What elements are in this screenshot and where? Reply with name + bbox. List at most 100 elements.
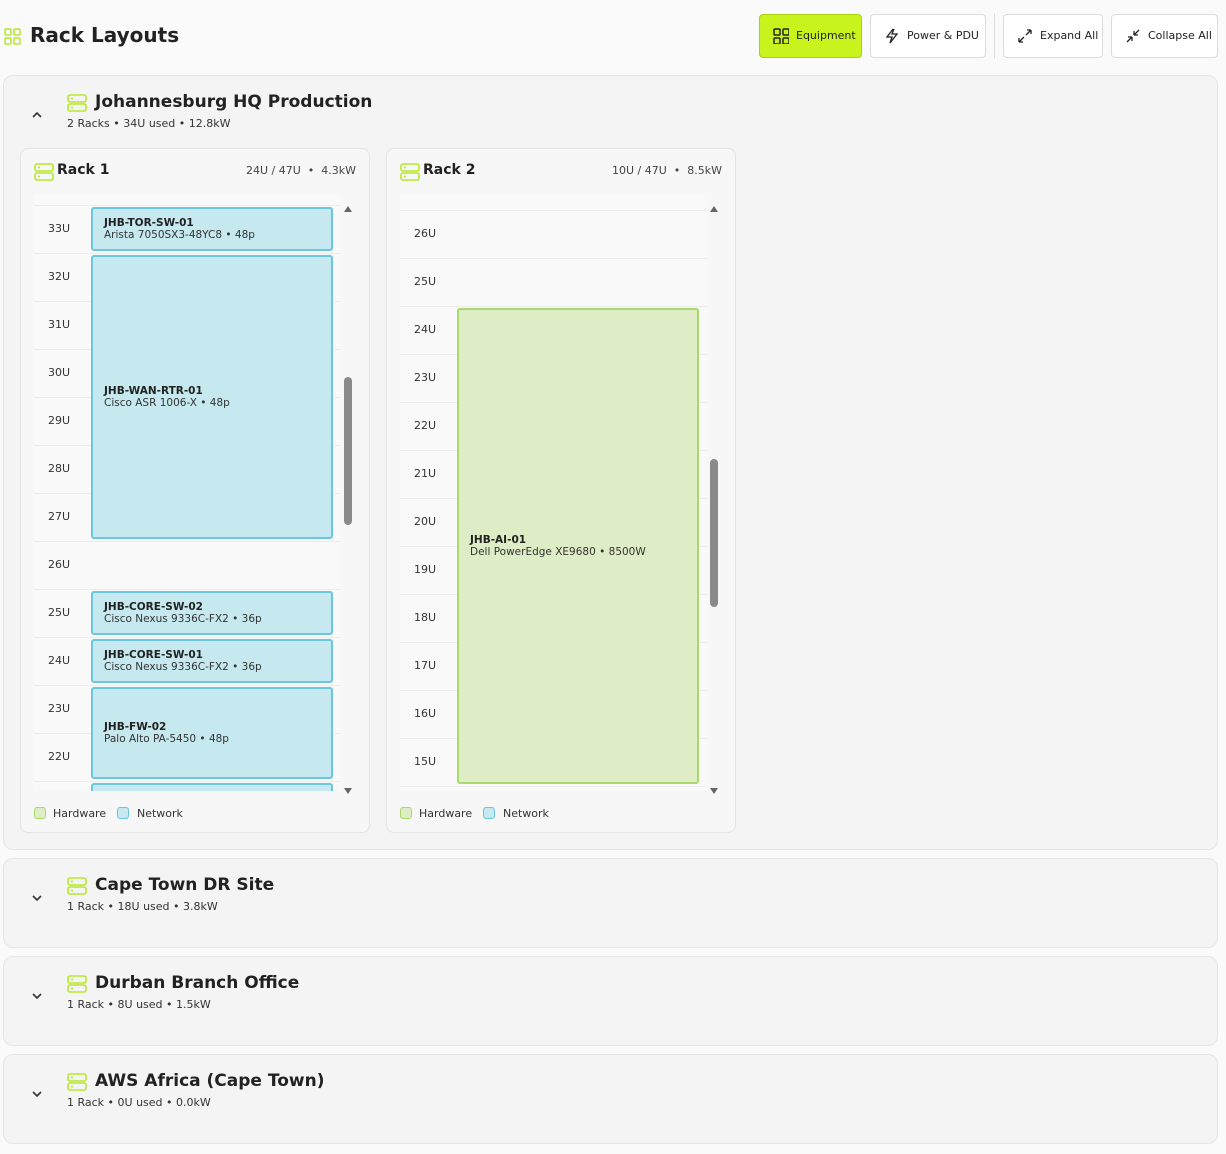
- device[interactable]: JHB-CORE-SW-01 Cisco Nexus 9336C-FX2 • 36…: [91, 639, 333, 683]
- button-icon: [773, 28, 790, 48]
- unit-label: 28U: [48, 462, 71, 475]
- unit-label: 20U: [414, 515, 437, 528]
- unit-label: 25U: [48, 606, 71, 619]
- unit-label: 21U: [414, 467, 437, 480]
- button-icon: [1017, 28, 1033, 48]
- button-label: Power & PDU: [907, 29, 979, 42]
- unit-label: 33U: [48, 222, 71, 235]
- unit-label: 23U: [48, 702, 71, 715]
- site-icon-svg: [67, 1073, 87, 1091]
- collapse-toggle-svg: [32, 111, 42, 118]
- site-icon: [67, 94, 87, 116]
- legend-label: Network: [503, 807, 549, 820]
- site-name: Johannesburg HQ Production: [95, 92, 373, 112]
- site-card: AWS Africa (Cape Town) 1 Rack • 0U used •…: [3, 1054, 1218, 1144]
- rack-stats: 10U / 47U • 8.5kW: [611, 164, 722, 177]
- rack-viewport: 33U 32U 31U 30U 29U 28U 27U 26U 25U 24U 23U 22U JHB-…: [34, 194, 341, 791]
- row-line: [34, 637, 341, 638]
- row-line: [34, 685, 341, 686]
- site-name: Durban Branch Office: [95, 973, 300, 993]
- device[interactable]: JHB-AI-01 Dell PowerEdge XE9680 • 8500W: [457, 308, 699, 784]
- unit-label: 24U: [48, 654, 71, 667]
- device-name: JHB-CORE-SW-02: [104, 601, 203, 613]
- scroll-down-svg: [344, 788, 352, 794]
- device-name: JHB-FW-02: [104, 721, 167, 733]
- site-summary: 1 Rack • 0U used • 0.0kW: [67, 1096, 211, 1109]
- collapse-toggle-svg: [32, 895, 42, 902]
- scroll-up: [710, 198, 718, 217]
- device-name: JHB-CORE-SW-01: [104, 649, 203, 661]
- unit-label: 15U: [414, 755, 437, 768]
- device[interactable]: [91, 783, 333, 791]
- legend-label: Hardware: [53, 807, 107, 820]
- button-icon-svg: [1018, 29, 1032, 43]
- site-icon-svg: [67, 975, 87, 993]
- button-icon: [1125, 28, 1141, 48]
- site-card: Durban Branch Office 1 Rack • 8U used • 1…: [3, 956, 1218, 1046]
- site-icon-svg: [67, 94, 87, 112]
- unit-label: 30U: [48, 366, 71, 379]
- device[interactable]: JHB-CORE-SW-02 Cisco Nexus 9336C-FX2 • 36…: [91, 591, 333, 635]
- button-icon-svg: [1126, 29, 1140, 43]
- collapse-toggle[interactable]: [31, 987, 43, 1006]
- unit-label: 27U: [48, 510, 71, 523]
- site-icon-svg: [67, 877, 87, 895]
- collapse-toggle[interactable]: [31, 1085, 43, 1104]
- rack-stats: 24U / 47U • 4.3kW: [245, 164, 356, 177]
- unit-label: 25U: [414, 275, 437, 288]
- row-line: [400, 786, 707, 787]
- collapse-toggle[interactable]: [31, 889, 43, 908]
- device[interactable]: JHB-FW-02 Palo Alto PA-5450 • 48p: [91, 687, 333, 779]
- unit-label: 24U: [414, 323, 437, 336]
- collapse-toggle[interactable]: [31, 106, 43, 125]
- unit-label: 23U: [414, 371, 437, 384]
- unit-label: 19U: [414, 563, 437, 576]
- device-detail: Palo Alto PA-5450 • 48p: [104, 733, 229, 745]
- row-line: [34, 541, 341, 542]
- page-title: Rack Layouts: [30, 23, 180, 47]
- row-line: [400, 258, 707, 259]
- unit-label: 29U: [48, 414, 71, 427]
- collapse-toggle-svg: [32, 1091, 42, 1098]
- unit-label: 16U: [414, 707, 437, 720]
- unit-label: 32U: [48, 270, 71, 283]
- scroll-down: [710, 780, 718, 799]
- toolbar-button[interactable]: Equipment: [759, 14, 862, 58]
- toolbar-button[interactable]: Expand All: [1003, 14, 1103, 58]
- rack-card: Rack 2 10U / 47U • 8.5kW 26U 25U 24U 23U 22U 21…: [386, 148, 736, 833]
- device-detail: Dell PowerEdge XE9680 • 8500W: [470, 546, 646, 558]
- rack-viewport: 26U 25U 24U 23U 22U 21U 20U 19U 18U 17U 16U 15U JHB-…: [400, 194, 707, 791]
- site-card: Cape Town DR Site 1 Rack • 18U used • 3.8…: [3, 858, 1218, 948]
- site-summary: 1 Rack • 18U used • 3.8kW: [67, 900, 218, 913]
- title-icon-svg: [4, 28, 21, 45]
- rack-icon: [34, 163, 54, 185]
- button-label: Collapse All: [1148, 29, 1212, 42]
- device-detail: Cisco Nexus 9336C-FX2 • 36p: [104, 661, 262, 673]
- rack-name: Rack 1: [57, 162, 110, 178]
- button-label: Expand All: [1040, 29, 1099, 42]
- device-detail: Cisco Nexus 9336C-FX2 • 36p: [104, 613, 262, 625]
- site-card: Johannesburg HQ Production 2 Racks • 34U …: [3, 75, 1218, 850]
- scroll-up-svg: [344, 206, 352, 212]
- row-line: [34, 589, 341, 590]
- toolbar-button[interactable]: Collapse All: [1111, 14, 1218, 58]
- row-line: [34, 253, 341, 254]
- unit-label: 18U: [414, 611, 437, 624]
- legend-label: Network: [137, 807, 183, 820]
- button-icon-svg: [885, 28, 899, 44]
- rack-name: Rack 2: [423, 162, 476, 178]
- rack-icon-svg: [34, 163, 54, 181]
- toolbar-button[interactable]: Power & PDU: [870, 14, 986, 58]
- site-summary: 2 Racks • 34U used • 12.8kW: [67, 117, 231, 130]
- device-name: JHB-AI-01: [470, 534, 527, 546]
- scrollbar-thumb: [710, 459, 718, 607]
- legend-swatch: [400, 807, 412, 819]
- device-name: JHB-TOR-SW-01: [104, 217, 194, 229]
- row-line: [34, 781, 341, 782]
- device[interactable]: JHB-TOR-SW-01 Arista 7050SX3-48YC8 • 48p: [91, 207, 333, 251]
- legend-swatch: [483, 807, 495, 819]
- device[interactable]: JHB-WAN-RTR-01 Cisco ASR 1006-X • 48p: [91, 255, 333, 539]
- site-icon: [67, 975, 87, 997]
- scroll-down: [344, 780, 352, 799]
